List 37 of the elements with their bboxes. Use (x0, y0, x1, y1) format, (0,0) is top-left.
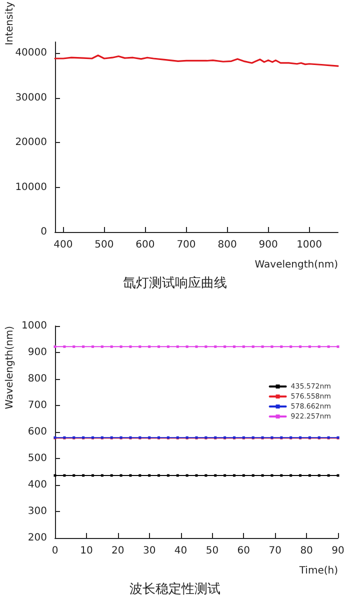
x-tick-label: 700 (176, 240, 196, 250)
x-axis-title: Wavelength(nm) (254, 260, 338, 270)
x-tick-label: 10 (80, 546, 93, 556)
y-tick-label: 400 (28, 480, 47, 490)
y-axis-title: Intensity (4, 2, 16, 46)
x-tick-label: 400 (54, 240, 73, 250)
x-tick-label: 90 (332, 546, 344, 556)
x-tick-label: 40 (174, 546, 188, 556)
text: 氙灯测试响应曲线 (123, 275, 227, 291)
y-tick-label: 700 (28, 400, 47, 411)
x-tick-label: 600 (136, 240, 155, 250)
y-tick-label: 1000 (22, 320, 47, 332)
x-axis-title: Time(h) (298, 566, 338, 576)
x-tick-label: 0 (52, 546, 58, 556)
y-tick-label: 600 (28, 426, 47, 438)
y-tick-label: 500 (28, 453, 47, 464)
y-tick-label: 900 (28, 347, 47, 358)
y-tick-label: 10000 (15, 182, 47, 193)
x-tick-label: 80 (300, 546, 313, 556)
x-tick-label: 50 (206, 546, 219, 556)
y-tick-label: 0 (40, 226, 47, 238)
x-tick-label: 500 (94, 240, 114, 250)
x-tick-label: 70 (268, 546, 282, 556)
y-tick-label: 40000 (15, 48, 47, 59)
x-tick-label: 1000 (296, 240, 322, 250)
y-tick-label: 800 (28, 374, 47, 384)
y-tick-label: 300 (28, 506, 47, 517)
x-tick-label: 20 (112, 546, 124, 556)
y-tick-label: 20000 (15, 137, 47, 148)
y-axis-title: Wavelength(nm) (4, 326, 16, 410)
y-tick-label: 200 (28, 532, 47, 544)
y-tick-label: 30000 (15, 92, 47, 104)
x-tick-label: 800 (218, 240, 237, 250)
x-tick-label: 900 (258, 240, 278, 250)
x-tick-label: 60 (237, 546, 250, 556)
text: 波长稳定性测试 (130, 582, 220, 597)
x-tick-label: 30 (142, 546, 156, 556)
